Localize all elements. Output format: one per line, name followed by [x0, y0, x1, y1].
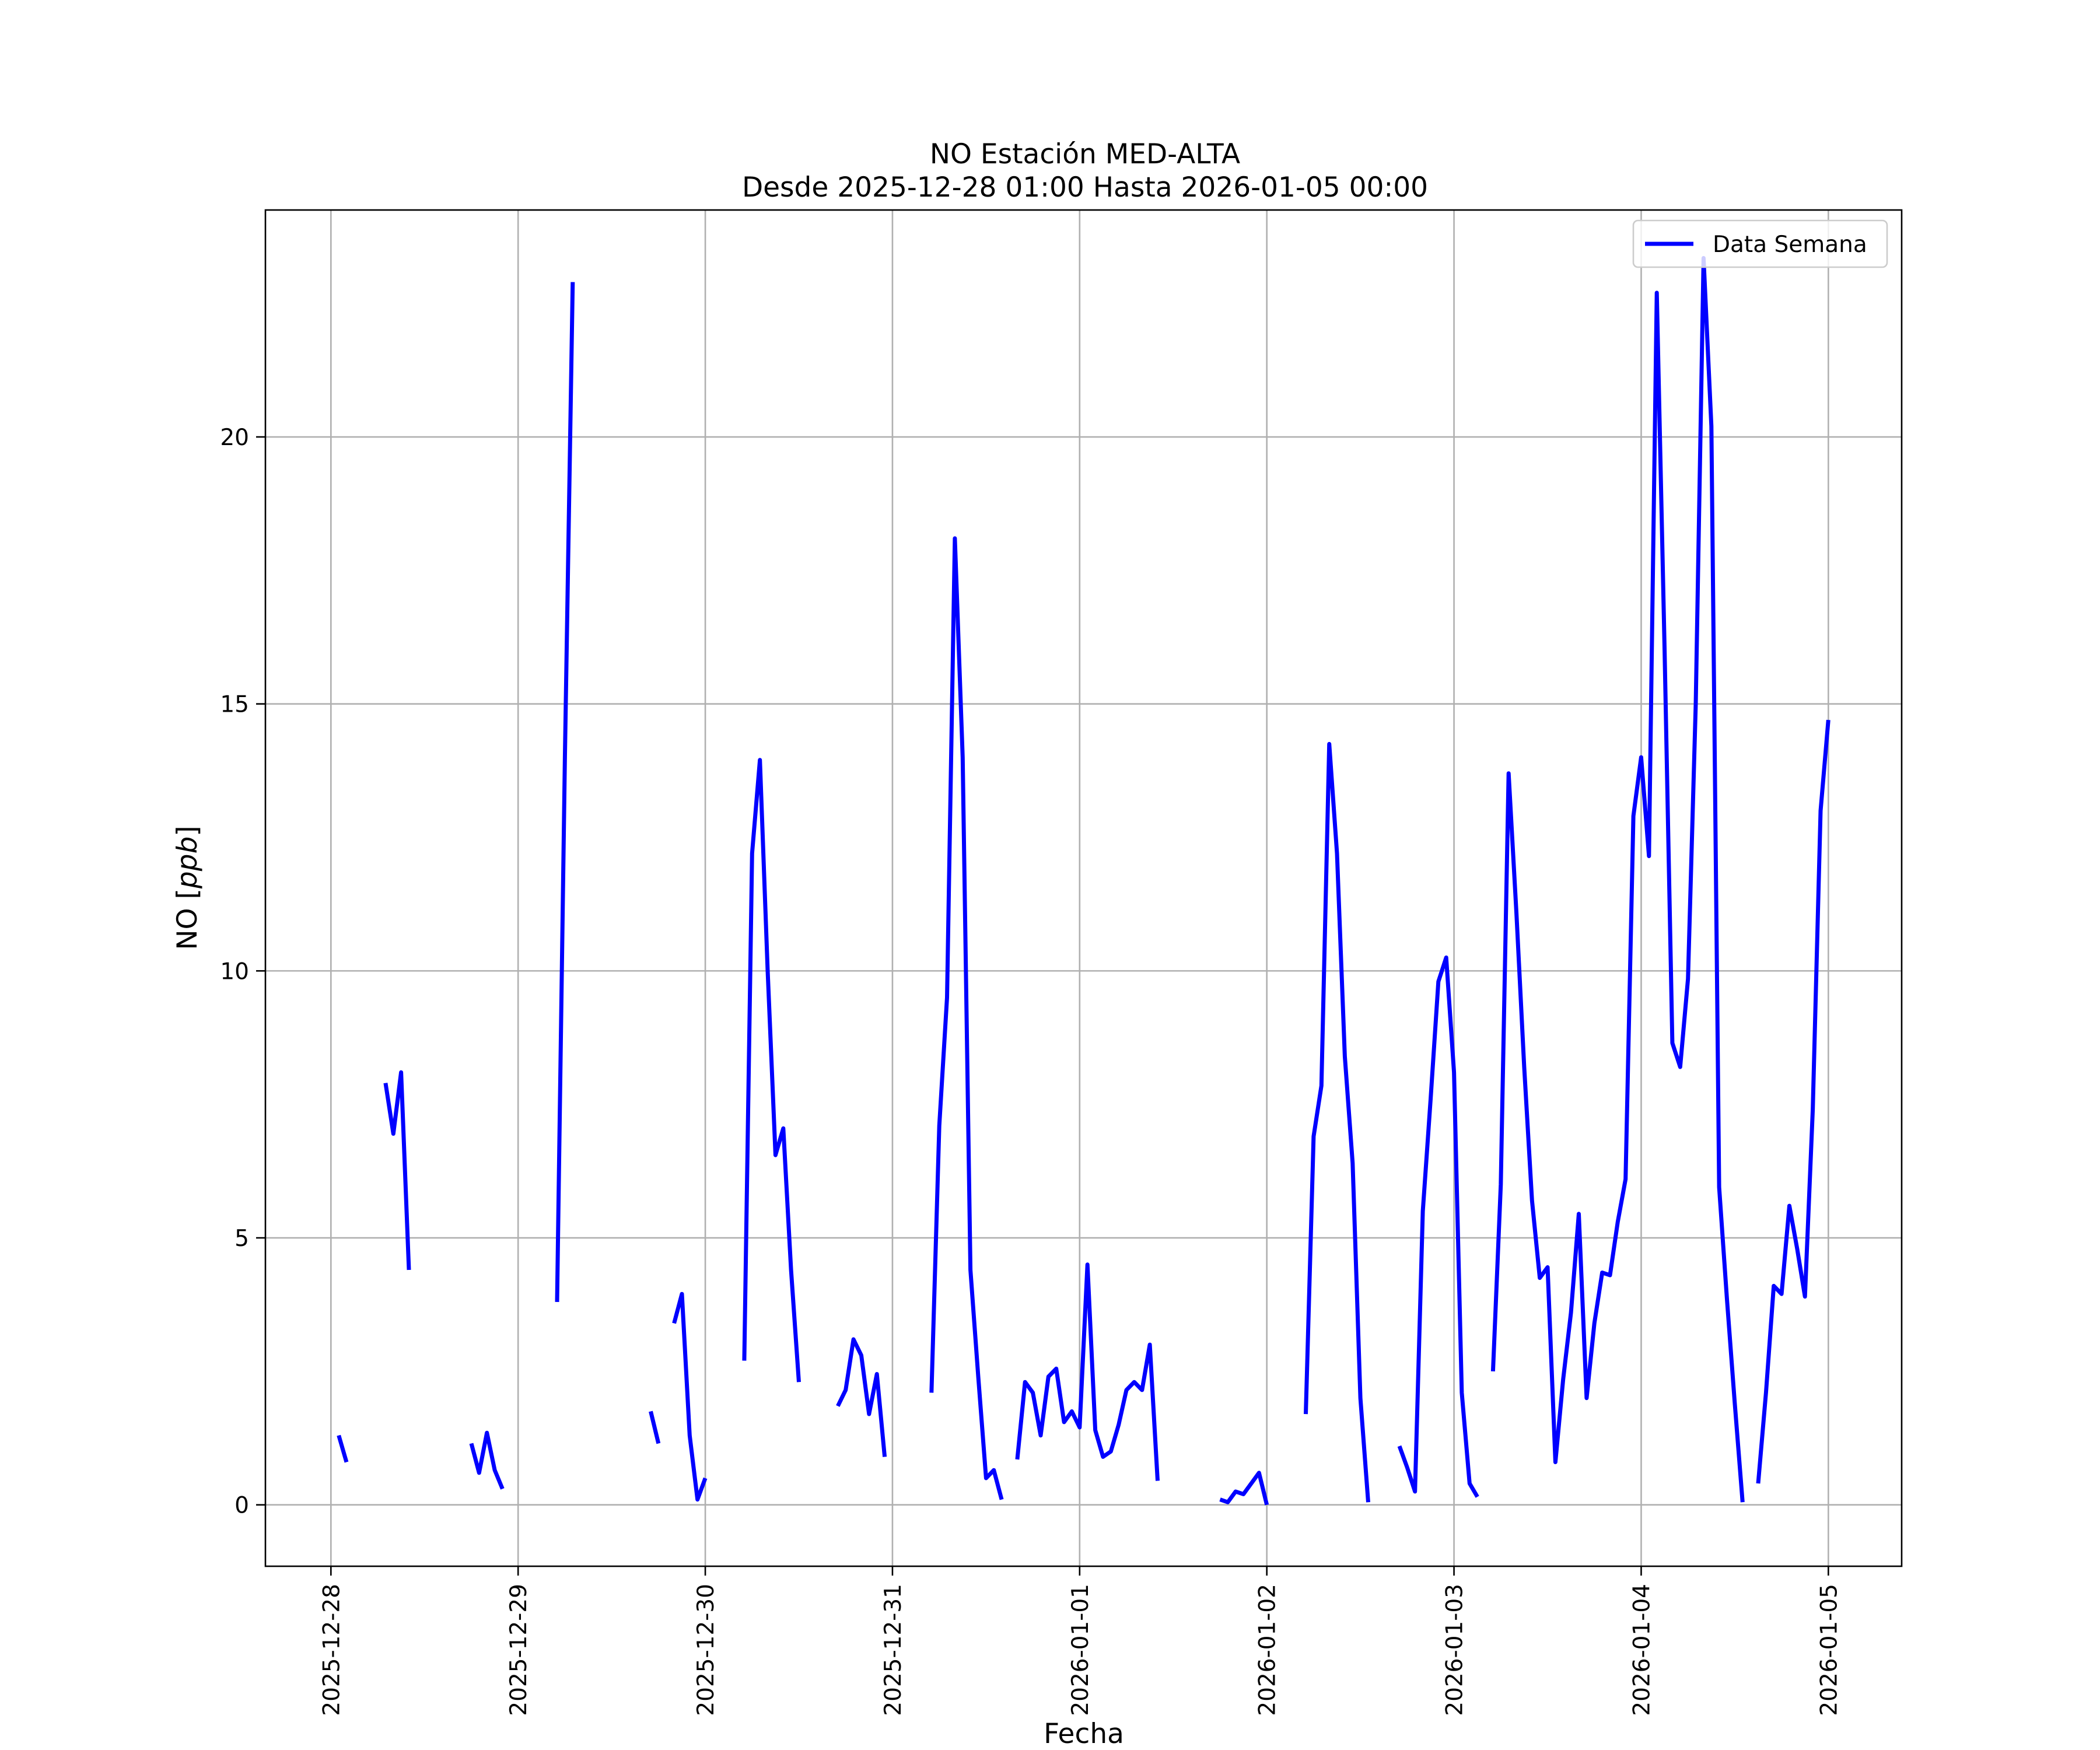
- y-tick-label-2: 10: [220, 958, 249, 985]
- legend-box: [1632, 219, 1888, 268]
- x-tick-label-4: 2026-01-01: [1068, 1584, 1094, 1716]
- series-line-segment-10: [1219, 1471, 1269, 1506]
- y-axis: 0 5 10 15 20: [220, 425, 265, 1519]
- x-tick-label-8: 2026-01-05: [1816, 1584, 1842, 1716]
- x-tick-label-6: 2026-01-03: [1442, 1584, 1468, 1716]
- legend: Data Semana: [1632, 219, 1888, 268]
- y-axis-label-unit: ppb: [172, 836, 204, 890]
- x-tick-label-3: 2025-12-31: [880, 1584, 907, 1716]
- x-tick-label-2: 2025-12-30: [693, 1584, 719, 1716]
- grid: [265, 210, 1902, 1566]
- series-line-segment-5: [672, 1292, 708, 1502]
- series-line-segment-6: [742, 758, 801, 1382]
- legend-label-data-semana: Data Semana: [1713, 232, 1867, 258]
- y-tick-label-4: 20: [220, 425, 249, 451]
- series-line-segment-0: [337, 1434, 349, 1463]
- series-line-segment-11: [1304, 741, 1370, 1503]
- series-line-segment-13: [1490, 256, 1745, 1503]
- x-tick-label-5: 2026-01-02: [1255, 1584, 1281, 1716]
- x-tick-label-1: 2025-12-29: [506, 1584, 532, 1716]
- y-tick-label-1: 5: [235, 1226, 249, 1252]
- series-line-segment-7: [836, 1337, 887, 1457]
- y-axis-label-suffix: ]: [172, 825, 204, 836]
- y-axis-label-prefix: NO [: [172, 888, 204, 950]
- series-line-segment-12: [1397, 956, 1479, 1498]
- series-line-segment-9: [1015, 1262, 1160, 1481]
- series-line-segment-3: [555, 282, 575, 1302]
- x-tick-label-0: 2025-12-28: [318, 1584, 345, 1716]
- series-line-segment-8: [929, 536, 1004, 1500]
- series-line-segment-4: [649, 1410, 661, 1444]
- series-line-segment-2: [469, 1430, 505, 1490]
- x-axis-label: Fecha: [1044, 1718, 1124, 1750]
- y-tick-label-0: 0: [235, 1493, 249, 1519]
- series-line-segment-1: [383, 1070, 411, 1270]
- chart-title: NO Estación MED-ALTA: [930, 138, 1240, 170]
- series-layer: [337, 256, 1831, 1506]
- series-line-segment-14: [1756, 719, 1831, 1484]
- plot-frame: [264, 209, 1903, 1567]
- y-tick-label-3: 15: [220, 692, 249, 718]
- chart-subtitle: Desde 2025-12-28 01:00 Hasta 2026-01-05 …: [742, 172, 1428, 204]
- x-axis: 2025-12-28 2025-12-29 2025-12-30 2025-12-31…: [318, 1566, 1842, 1716]
- y-axis-label: NO [ppb]: [172, 825, 204, 950]
- x-tick-label-7: 2026-01-04: [1629, 1584, 1655, 1716]
